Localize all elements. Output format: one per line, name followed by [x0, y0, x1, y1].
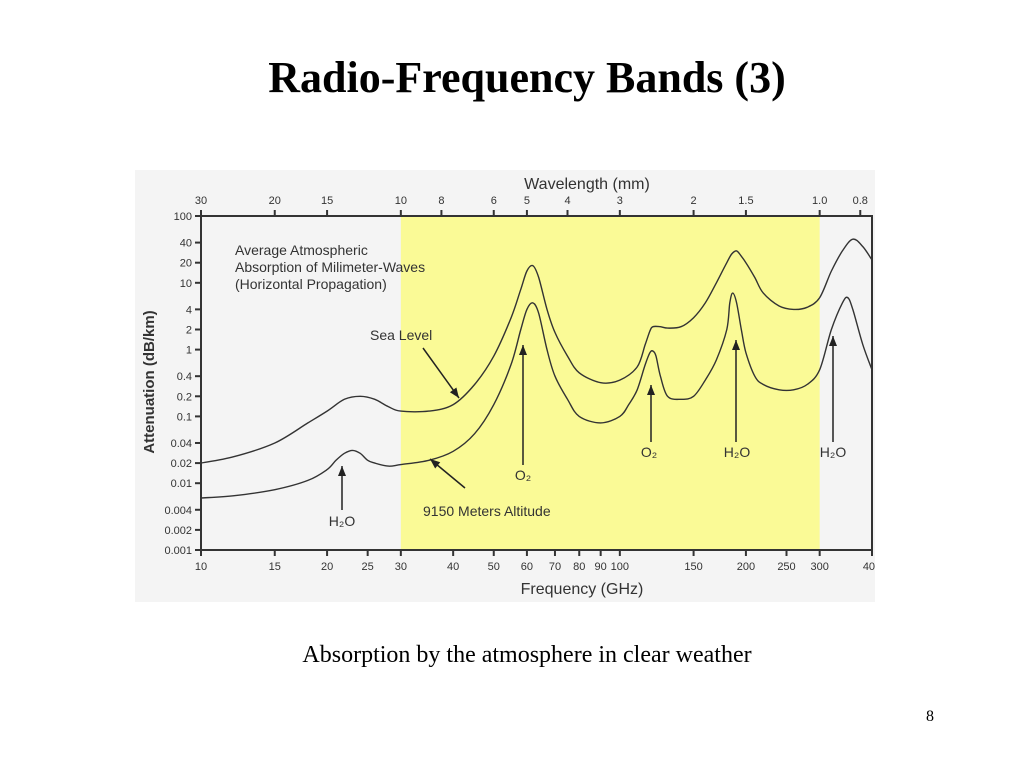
top-tick-label: 8 — [438, 195, 444, 207]
y-tick-label: 1 — [186, 345, 192, 357]
x-tick-label: 90 — [595, 561, 607, 573]
y-tick-label: 0.01 — [171, 478, 192, 490]
top-tick-label: 0.8 — [853, 195, 868, 207]
legend-text-line-3: (Horizontal Propagation) — [235, 276, 387, 292]
x-tick-label: 80 — [573, 561, 585, 573]
attenuation-chart: 100 40 20 10 4 2 1 0.4 0.2 0.1 0.04 0.02 0.01 0.004 0.… — [135, 170, 875, 602]
x-tick-label: 400 — [863, 561, 875, 573]
y-tick-label: 0.4 — [177, 371, 192, 383]
x-tick-label: 10 — [195, 561, 207, 573]
x-tick-label: 20 — [321, 561, 333, 573]
y-tick-label: 20 — [180, 258, 192, 270]
o2-label-119ghz: O₂ — [641, 444, 657, 460]
y-tick-label: 0.02 — [171, 458, 192, 470]
h2o-183ghz-arrow-head — [732, 340, 740, 350]
h2o-183ghz-arrow — [732, 340, 740, 442]
o2-60ghz-arrow-head — [519, 345, 527, 355]
altitude-label: 9150 Meters Altitude — [423, 503, 551, 519]
y-tick-label: 0.1 — [177, 411, 192, 423]
y-tick-label: 0.002 — [164, 525, 192, 537]
h2o-label-183ghz: H₂O — [724, 444, 751, 460]
x-tick-label: 50 — [488, 561, 500, 573]
page-number: 8 — [926, 708, 934, 725]
y-tick-label: 100 — [174, 211, 192, 223]
h2o-325ghz-arrow — [829, 336, 837, 442]
slide-caption: Absorption by the atmosphere in clear we… — [302, 642, 752, 668]
sea-level-label: Sea Level — [370, 327, 432, 343]
top-tick-label: 15 — [321, 195, 333, 207]
sea-level-curve — [200, 238, 873, 464]
x-tick-label: 300 — [810, 561, 828, 573]
top-tick-label: 4 — [564, 195, 570, 207]
y-tick-label: 2 — [186, 324, 192, 336]
y-tick-label: 0.004 — [164, 505, 192, 517]
plot-frame — [200, 215, 873, 551]
y-tick-label: 10 — [180, 278, 192, 290]
x-tick-label: 70 — [549, 561, 561, 573]
y-tick-label: 4 — [186, 304, 192, 316]
altitude-arrow — [429, 458, 466, 489]
x-tick-label: 100 — [611, 561, 629, 573]
x-tick-label: 30 — [395, 561, 407, 573]
y-tick-label: 0.001 — [164, 545, 192, 557]
x-tick-label: 250 — [777, 561, 795, 573]
sea-level-arrow — [422, 347, 460, 399]
top-tick-label: 1.5 — [738, 195, 753, 207]
sea-level-arrow-head — [449, 387, 459, 398]
top-tick-label: 30 — [195, 195, 207, 207]
y-tick-label: 0.04 — [171, 438, 192, 450]
y-axis-label: Attenuation (dB/km) — [141, 310, 158, 453]
top-tick-label: 6 — [491, 195, 497, 207]
o2-label-60ghz: O₂ — [515, 467, 531, 483]
h2o-label-325ghz: H₂O — [820, 444, 847, 460]
altitude-arrow-head — [430, 459, 441, 469]
slide-title: Radio-Frequency Bands (3) — [268, 53, 786, 102]
o2-60ghz-arrow — [519, 345, 527, 465]
o2-119ghz-arrow-head — [647, 385, 655, 395]
sea-level-arrow-shaft — [422, 347, 460, 399]
legend-text-line-1: Average Atmospheric — [235, 242, 368, 258]
h2o-325ghz-arrow-head — [829, 336, 837, 346]
h2o-22ghz-arrow — [338, 466, 346, 510]
top-tick-label: 2 — [691, 195, 697, 207]
x-axis-label: Frequency (GHz) — [521, 581, 644, 598]
x-tick-label: 150 — [684, 561, 702, 573]
chart-svg: 100 40 20 10 4 2 1 0.4 0.2 0.1 0.04 0.02 0.01 0.004 0.… — [135, 170, 875, 602]
top-tick-label: 5 — [524, 195, 530, 207]
top-tick-label: 3 — [617, 195, 623, 207]
y-tick-label: 0.2 — [177, 391, 192, 403]
o2-119ghz-arrow — [647, 385, 655, 442]
x-tick-label: 200 — [737, 561, 755, 573]
top-tick-label: 10 — [395, 195, 407, 207]
top-tick-label: 1.0 — [812, 195, 827, 207]
x-tick-label: 60 — [521, 561, 533, 573]
top-axis-label: Wavelength (mm) — [524, 176, 650, 193]
x-tick-label: 15 — [269, 561, 281, 573]
h2o-22ghz-arrow-head — [338, 466, 346, 476]
legend-text-line-2: Absorption of Milimeter-Waves — [235, 259, 425, 275]
top-tick-label: 20 — [269, 195, 281, 207]
altitude-9150m-curve — [200, 292, 873, 499]
y-tick-label: 40 — [180, 238, 192, 250]
x-tick-label: 40 — [447, 561, 459, 573]
h2o-label-22ghz: H₂O — [329, 513, 356, 529]
x-tick-label: 25 — [362, 561, 374, 573]
